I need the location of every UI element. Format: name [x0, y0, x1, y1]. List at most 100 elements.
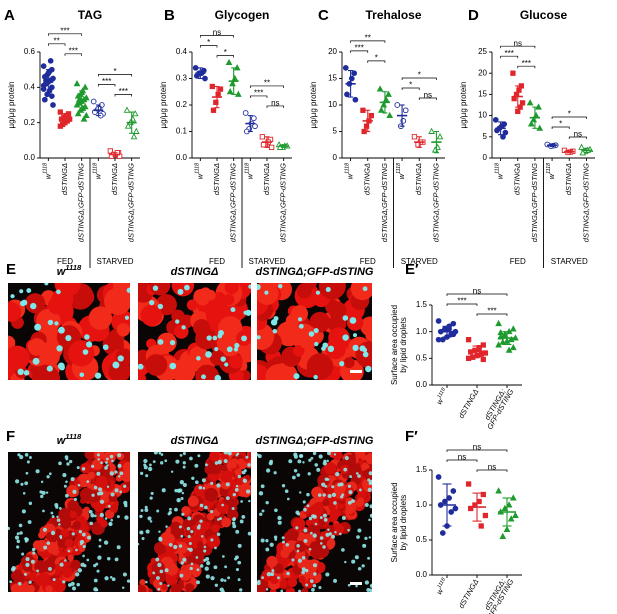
- panel-letter: E′: [405, 261, 419, 278]
- y-axis-label: µg/µg protein: [159, 81, 168, 128]
- data-point: [439, 530, 446, 536]
- nucleus: [322, 493, 326, 497]
- nucleus: [48, 472, 52, 476]
- significance-label: *: [207, 38, 210, 47]
- nucleus: [59, 562, 64, 567]
- nucleus: [56, 345, 63, 352]
- x-tick-label: w1118: [245, 163, 255, 179]
- nucleus: [322, 513, 327, 518]
- nucleus: [10, 294, 15, 299]
- nucleus: [27, 520, 32, 524]
- nucleus: [46, 365, 53, 372]
- data-point: [480, 491, 486, 498]
- lipid-droplet: [8, 302, 22, 322]
- nucleus: [347, 500, 352, 505]
- nucleus: [352, 344, 359, 351]
- data-point: [74, 110, 82, 117]
- panel-letter: A: [4, 7, 15, 24]
- nucleus: [107, 504, 111, 508]
- data-point: [509, 343, 517, 351]
- nucleus: [14, 535, 20, 540]
- data-point: [509, 325, 517, 332]
- significance-label: ns: [574, 130, 582, 139]
- nucleus: [326, 459, 329, 463]
- lipid-droplet: [58, 507, 72, 521]
- lipid-droplet: [184, 583, 195, 592]
- micrograph-title-sup: 1118: [65, 432, 82, 441]
- lipid-droplet: [66, 484, 79, 498]
- lipid-droplet: [60, 528, 69, 537]
- lipid-droplet: [61, 567, 73, 578]
- significance-bracket: [476, 469, 508, 472]
- nucleus: [30, 559, 35, 564]
- group-label: STARVED: [96, 257, 133, 266]
- lipid-droplet: [88, 306, 113, 330]
- nucleus: [109, 575, 113, 579]
- nucleus: [364, 580, 370, 585]
- x-tick-label: dSTINGΔ;GFP-dSTING: [127, 163, 136, 242]
- nucleus: [105, 461, 108, 464]
- nucleus: [52, 578, 56, 582]
- nucleus: [58, 507, 62, 510]
- nucleus: [97, 458, 100, 461]
- nucleus: [182, 465, 186, 469]
- lipid-droplet: [363, 467, 372, 482]
- data-point: [57, 109, 63, 115]
- nucleus: [51, 515, 55, 519]
- lipid-droplet: [69, 511, 77, 519]
- nucleus: [312, 584, 317, 588]
- nucleus: [325, 572, 330, 577]
- lipid-droplet: [332, 452, 343, 461]
- nucleus: [214, 583, 218, 587]
- significance-label: ***: [487, 307, 496, 316]
- nucleus: [182, 557, 187, 562]
- micrograph-title: dSTINGΔ;GFP-dSTING: [256, 435, 374, 447]
- nucleus: [76, 466, 80, 470]
- nucleus: [9, 580, 13, 584]
- y-tick-label: 0.1: [176, 127, 188, 136]
- nucleus: [23, 370, 30, 376]
- nucleus: [123, 484, 127, 488]
- lipid-droplet: [228, 479, 237, 488]
- lipid-droplet: [377, 450, 387, 460]
- x-tick-label-sup: 1118: [437, 387, 448, 400]
- lipid-droplet: [204, 489, 218, 502]
- nucleus: [66, 462, 70, 466]
- nucleus: [362, 286, 368, 292]
- data-point: [495, 341, 502, 348]
- x-tick-label-base: w: [245, 173, 254, 179]
- nucleus: [196, 525, 201, 530]
- x-tick-label-base: w: [397, 173, 406, 179]
- data-point: [73, 101, 81, 108]
- nucleus: [216, 532, 221, 537]
- lipid-droplet: [317, 474, 330, 487]
- lipid-droplet: [178, 568, 192, 581]
- lipid-droplet: [10, 583, 22, 592]
- nucleus: [79, 372, 85, 378]
- lipid-droplet: [195, 327, 217, 350]
- nucleus: [285, 543, 290, 547]
- data-point: [360, 107, 366, 113]
- significance-bracket: [266, 105, 285, 108]
- x-tick-label: dSTINGΔ;GFP-dSTING: [431, 163, 440, 242]
- nucleus: [203, 545, 207, 549]
- nucleus: [316, 467, 321, 472]
- nucleus: [169, 362, 177, 370]
- nucleus: [297, 317, 303, 322]
- nucleus: [261, 576, 265, 580]
- nucleus: [126, 287, 130, 293]
- nucleus: [216, 483, 221, 488]
- nucleus: [103, 540, 109, 545]
- y-tick-label: 0.0: [416, 380, 428, 389]
- nucleus: [62, 473, 67, 478]
- nucleus: [212, 335, 218, 341]
- nucleus: [164, 568, 169, 573]
- nucleus: [32, 357, 40, 365]
- lipid-droplet: [176, 541, 188, 554]
- nucleus: [225, 496, 230, 501]
- nucleus: [239, 519, 244, 524]
- panel-letter: E: [6, 261, 16, 278]
- x-tick-label-sup: 1118: [546, 163, 552, 174]
- x-tick-label-sup: 1118: [195, 163, 201, 174]
- nucleus: [157, 587, 161, 591]
